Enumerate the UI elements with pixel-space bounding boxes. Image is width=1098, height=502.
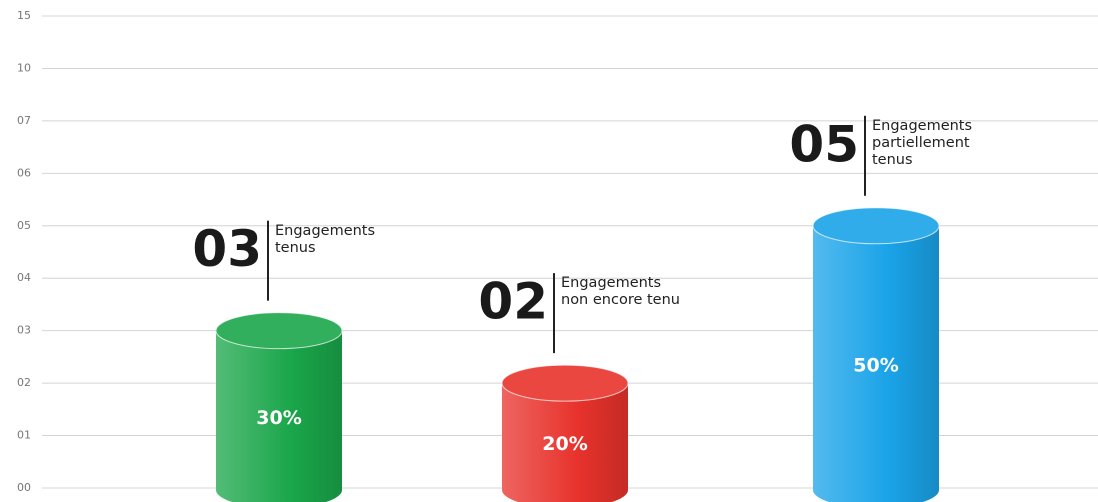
category-label: Engagements non encore tenu	[561, 275, 680, 309]
y-tick-label: 04	[17, 271, 31, 284]
cylinder-bar	[813, 225, 939, 502]
cylinder-top	[215, 312, 343, 350]
value-label: 05	[789, 115, 859, 173]
share-label: 30%	[256, 407, 301, 429]
y-tick-label: 00	[17, 481, 31, 494]
category-label: Engagements partiellement tenus	[872, 117, 973, 168]
cylinder-top	[501, 364, 629, 402]
cylinder-bar	[216, 330, 342, 502]
y-tick-label: 01	[17, 429, 31, 442]
share-label: 20%	[542, 433, 587, 455]
cylinder-bar	[502, 383, 628, 502]
y-tick-label: 15	[17, 9, 31, 22]
cylinder-top	[812, 207, 940, 245]
y-tick-label: 10	[17, 61, 31, 74]
share-label: 50%	[853, 354, 898, 376]
value-label: 03	[192, 220, 262, 278]
y-tick-label: 03	[17, 324, 31, 337]
y-tick-label: 07	[17, 114, 31, 127]
y-tick-label: 06	[17, 166, 31, 179]
y-tick-label: 05	[17, 219, 31, 232]
y-tick-label: 02	[17, 376, 31, 389]
category-label: Engagements tenus	[275, 222, 376, 256]
value-label: 02	[478, 273, 548, 331]
